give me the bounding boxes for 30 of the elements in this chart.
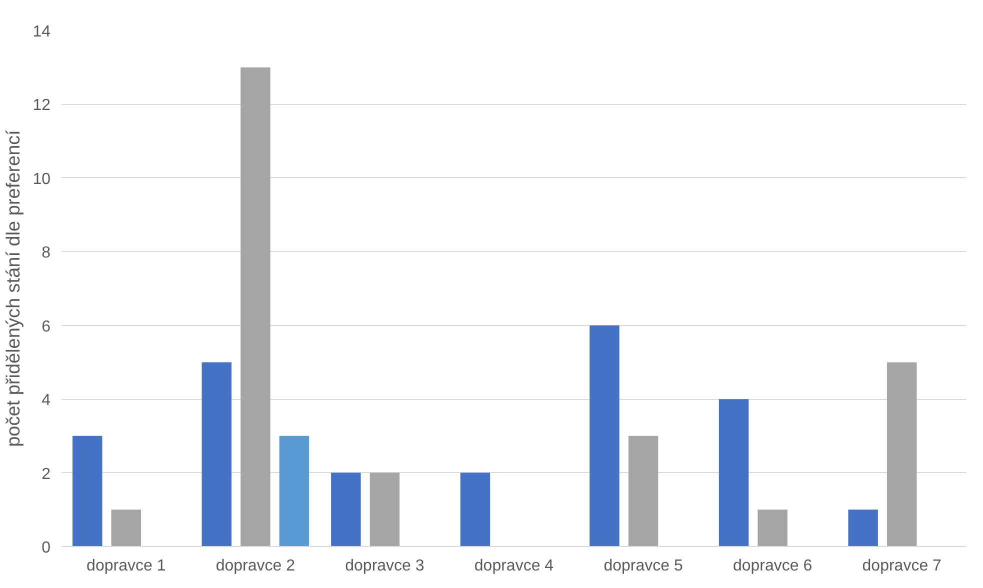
y-tick-label: 8 <box>42 244 51 262</box>
x-tick-label: dopravce 4 <box>474 558 554 574</box>
y-tick-label: 12 <box>32 97 51 114</box>
bar <box>590 325 620 546</box>
bar <box>718 399 749 546</box>
bar <box>460 472 490 546</box>
bar <box>331 472 361 546</box>
y-axis-title: počet přidělených stání dle preferencí <box>4 129 25 447</box>
bar <box>240 67 270 546</box>
y-tick-label: 14 <box>32 24 51 40</box>
y-tick-label: 10 <box>32 170 51 188</box>
bar <box>886 362 917 546</box>
y-tick-label: 0 <box>42 540 51 556</box>
y-tick-label: 2 <box>42 466 51 483</box>
x-tick-label: dopravce 1 <box>86 558 166 574</box>
bar <box>111 510 142 546</box>
bar <box>848 510 878 546</box>
x-tick-label: dopravce 6 <box>732 558 812 574</box>
x-tick-label: dopravce 2 <box>216 558 296 574</box>
x-tick-label: dopravce 5 <box>604 558 683 574</box>
bar <box>72 436 102 546</box>
bar <box>758 510 788 546</box>
y-tick-label: 4 <box>42 392 51 410</box>
bar <box>628 436 658 546</box>
y-tick-label: 6 <box>42 318 51 336</box>
bar <box>370 472 400 546</box>
x-tick-label: dopravce 3 <box>345 558 424 574</box>
x-tick-label: dopravce 7 <box>862 558 942 574</box>
bar <box>202 362 232 546</box>
bar <box>279 436 310 546</box>
